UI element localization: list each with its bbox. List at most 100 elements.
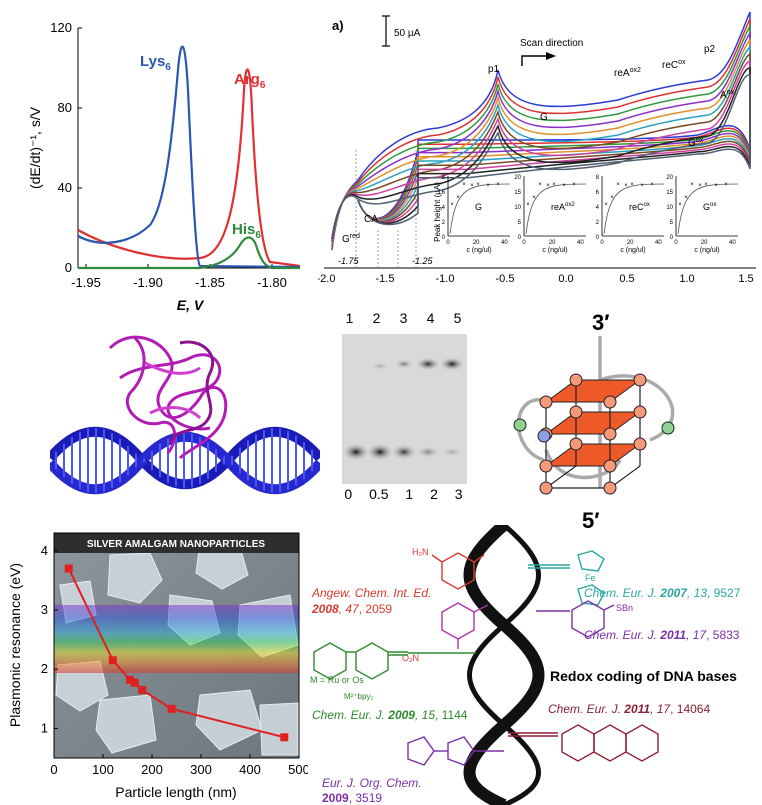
inset-xtick: 20: [627, 240, 634, 246]
panel-a-xtick: -1.80: [257, 275, 287, 290]
ref-angew-2008-detail: 2008, 47, 2059: [311, 602, 392, 616]
gel-concentration: 1: [405, 486, 414, 502]
banner-bar: [54, 533, 299, 553]
panel-b-xtick: -2.0: [318, 273, 335, 285]
nano-xtick: 400: [239, 762, 261, 777]
inset-title: reAox2: [551, 202, 575, 212]
guanine-node: [603, 481, 617, 495]
ref-cej-2009: Chem. Eur. J. 2009, 15, 1144: [312, 708, 468, 722]
ref-angew-2008: Angew. Chem. Int. Ed.: [311, 586, 431, 600]
scale-bar-label: 50 µA: [394, 28, 421, 39]
gel-panel: 1 2 3 4 5 0 0.5 1 2 3: [336, 310, 471, 510]
inset-point: ×: [526, 202, 530, 208]
peak-label: Gred: [342, 233, 360, 245]
inset-point: ×: [562, 183, 566, 189]
gel-concentration: 2: [430, 486, 438, 502]
inset-ytick: 5: [518, 220, 522, 226]
panel-b-xtick: 0.5: [619, 273, 634, 285]
gel-concentration: 0: [344, 486, 353, 502]
inset-xlabel: c (ng/ul): [620, 247, 645, 254]
inset-point: ×: [610, 195, 614, 201]
guanine-node: [539, 395, 553, 409]
redox-coding-title: Redox coding of DNA bases: [550, 668, 737, 684]
inset-xtick: 0: [522, 240, 526, 246]
inset-ytick: 15: [666, 190, 673, 196]
anthraquinone-structure: [508, 724, 659, 762]
loop-node: [661, 421, 675, 435]
inset-fit-curve: [677, 183, 739, 235]
inset-point: ×: [450, 202, 454, 208]
nano-series: [64, 564, 289, 742]
gel-lane-number: 2: [372, 310, 381, 326]
strand-end-5prime: 5′: [582, 508, 600, 530]
panel-a-xtick: -1.85: [195, 275, 225, 290]
protein-dna-complex-image: [50, 335, 320, 495]
spectrum-band: [54, 605, 299, 673]
inset-ytick: 2: [596, 220, 600, 226]
panel-a-label-lys: Lys6: [140, 53, 171, 73]
inset-point: ×: [698, 183, 702, 189]
inset-xtick: 0: [446, 240, 450, 246]
strand-end-3prime: 3′: [592, 310, 610, 335]
gel-concentration: 3: [454, 486, 463, 502]
guanine-node: [569, 373, 583, 387]
inset-xtick: 0: [600, 240, 604, 246]
peak-label: CA: [364, 214, 378, 225]
inset-point: ×: [496, 182, 500, 188]
inset-ytick: 15: [514, 190, 521, 196]
dna-double-helix: [463, 525, 545, 805]
inset-point: ×: [690, 182, 694, 188]
inset-point: ×: [456, 195, 460, 201]
inset-point: ×: [616, 182, 620, 188]
cv-trace: [331, 74, 751, 238]
ref-cej-2007: Chem. Eur. J. 2007, 13, 9527: [584, 586, 741, 600]
nano-ytick: 2: [41, 661, 48, 676]
nano-xtick: 200: [141, 762, 163, 777]
inset-title: reCox: [629, 202, 650, 212]
redox-coding-scheme: H₂N O₂N Fe SBn M²⁺bpy₂ M = Ru or Os: [310, 525, 741, 805]
panel-b-xtick: 1.5: [738, 273, 753, 285]
panel-b-xtick: 0.0: [558, 273, 573, 285]
nano-data-point: [130, 678, 139, 687]
panel-a-xtick: -1.90: [133, 275, 163, 290]
panel-chronopotentiogram: 0 40 80 120 -1.95 -1.90 -1.85 -1.80 E, V…: [27, 20, 301, 313]
peak-label: reCox: [662, 59, 686, 71]
inset-point: ×: [678, 202, 682, 208]
loop-node: [537, 429, 551, 443]
inset-xlabel: c (ng/ul): [466, 247, 491, 254]
panel-b-xtick: 1.0: [679, 273, 694, 285]
ferrocene-label-structure: [528, 550, 605, 606]
guanine-node: [633, 405, 647, 419]
inset-xlabel: c (ng/ul): [542, 247, 567, 254]
iron-atom: Fe: [585, 573, 596, 583]
ref-ejoc-2009-detail: 2009, 3519: [322, 791, 382, 805]
panel-b-xtick: -0.5: [496, 273, 515, 285]
panel-b-vlabel: -1.25: [412, 256, 434, 266]
inset-fit-curve: [525, 183, 587, 235]
nano-data-point: [138, 685, 147, 694]
nano-data-point: [108, 656, 117, 665]
nitro-substituent: O₂N: [402, 653, 419, 663]
g-quadruplex-diagram: 3′ 5′: [513, 310, 675, 530]
inset-xtick: 40: [655, 240, 662, 246]
inset-point: ×: [624, 183, 628, 189]
panel-b-xtick: -1.0: [436, 273, 455, 285]
panel-a-ylabel: (dE/dt)⁻¹, s/V: [27, 106, 43, 189]
dna-helix: [50, 426, 320, 495]
inset-ytick: 5: [670, 220, 674, 226]
benzylthiophenyl-structure: [536, 600, 615, 638]
gel-lane-number: 4: [426, 310, 435, 326]
guanine-node: [539, 459, 553, 473]
nano-xtick: 500: [288, 762, 308, 777]
inset-point: ×: [714, 183, 718, 189]
gel-lane-number: 1: [345, 310, 354, 326]
gel-lane-number: 5: [453, 310, 462, 326]
guanine-node: [603, 459, 617, 473]
nano-ytick: 1: [41, 720, 48, 735]
inset-point: ×: [684, 195, 688, 201]
sbn-substituent: SBn: [616, 603, 633, 613]
gel-image: [342, 334, 467, 484]
